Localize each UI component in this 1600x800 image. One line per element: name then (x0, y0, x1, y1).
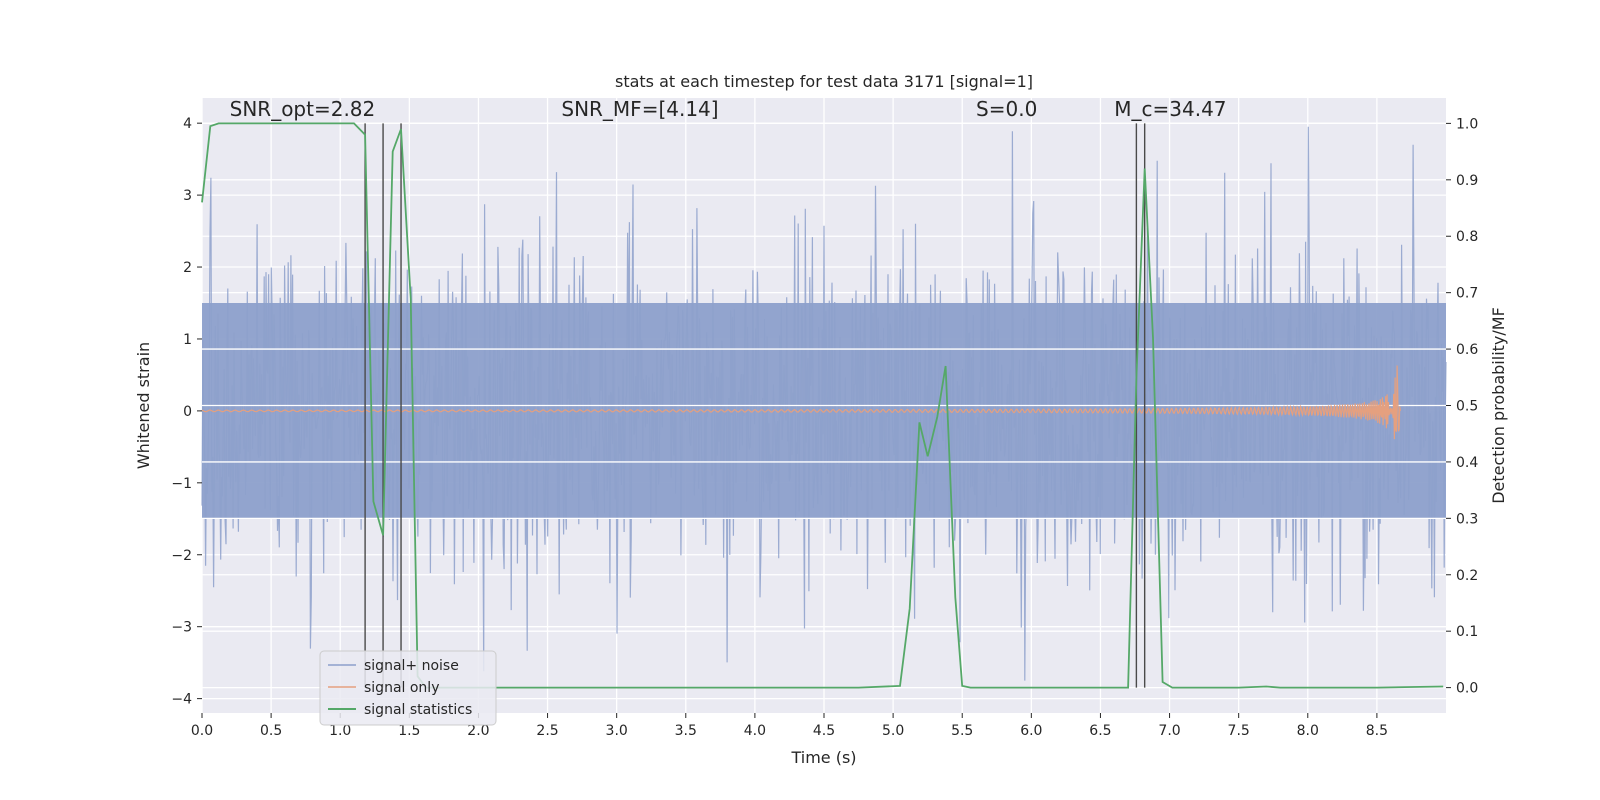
y-right-tick-label-8: 0.8 (1456, 229, 1478, 245)
x-axis-label: Time (s) (790, 748, 856, 767)
x-tick-label-3: 1.5 (398, 723, 420, 739)
x-tick-label-0: 0.0 (191, 723, 213, 739)
x-tick-label-17: 8.5 (1366, 723, 1388, 739)
x-tick-label-1: 0.5 (260, 723, 282, 739)
x-tick-label-8: 4.0 (744, 723, 766, 739)
y-left-tick-label-6: 2 (183, 260, 192, 276)
annotation-snr-opt: SNR_opt=2.82 (230, 97, 376, 121)
x-tick-label-15: 7.5 (1228, 723, 1250, 739)
y-right-tick-label-5: 0.5 (1456, 399, 1478, 415)
x-tick-label-5: 2.5 (536, 723, 558, 739)
chart-title: stats at each timestep for test data 317… (615, 72, 1033, 91)
y-right-tick-label-6: 0.6 (1456, 342, 1478, 358)
y-left-tick-label-8: 4 (183, 116, 192, 132)
y-right-tick-label-1: 0.1 (1456, 624, 1478, 640)
annotation-s-value: S=0.0 (976, 97, 1037, 121)
y-left-tick-label-4: 0 (183, 404, 192, 420)
x-tick-label-2: 1.0 (329, 723, 351, 739)
x-tick-label-7: 3.5 (675, 723, 697, 739)
x-tick-label-6: 3.0 (606, 723, 628, 739)
y-left-tick-label-5: 1 (183, 332, 192, 348)
legend-label-1: signal only (364, 680, 439, 696)
y-right-tick-label-2: 0.2 (1456, 568, 1478, 584)
series-signal-statistics (201, 122, 1444, 689)
y-axis-right-label: Detection probability/MF (1489, 307, 1508, 504)
legend-label-0: signal+ noise (364, 658, 459, 674)
y-right-tick-label-0: 0.0 (1456, 681, 1478, 697)
x-tick-label-11: 5.5 (951, 723, 973, 739)
statistics-trace (201, 122, 1444, 689)
x-tick-label-4: 2.0 (467, 723, 489, 739)
legend-box (319, 650, 497, 726)
x-tick-label-14: 7.0 (1158, 723, 1180, 739)
y-right-tick-label-4: 0.4 (1456, 455, 1478, 471)
y-left-tick-label-7: 3 (183, 188, 192, 204)
y-right-tick-label-9: 0.9 (1456, 173, 1478, 189)
legend: signal+ noise signal only signal statistic… (319, 650, 497, 726)
y-right-tick-label-3: 0.3 (1456, 511, 1478, 527)
y-left-tick-label-3: −1 (171, 476, 192, 492)
x-tick-label-9: 4.5 (813, 723, 835, 739)
axes: 0.0 0.5 1.0 1.5 2.0 2.5 3.0 3.5 4.0 4.5 5.0 5.5 6.0 6… (171, 116, 1478, 739)
annotation-snr-mf: SNR_MF=[4.14] (561, 97, 718, 121)
y-left-tick-label-2: −2 (171, 548, 192, 564)
y-axis-left-label: Whitened strain (134, 342, 153, 469)
x-tick-label-16: 8.0 (1297, 723, 1319, 739)
annotation-chirp-mass: M_c=34.47 (1114, 97, 1226, 121)
annotations: SNR_opt=2.82 SNR_MF=[4.14] S=0.0 M_c=34.47 (230, 97, 1227, 121)
x-tick-label-10: 5.0 (882, 723, 904, 739)
x-tick-label-12: 6.0 (1020, 723, 1042, 739)
x-tick-label-13: 6.5 (1089, 723, 1111, 739)
y-right-tick-label-10: 1.0 (1456, 116, 1478, 132)
legend-label-2: signal statistics (364, 702, 472, 718)
y-right-tick-label-7: 0.7 (1456, 286, 1478, 302)
y-left-tick-label-1: −3 (171, 620, 192, 636)
y-left-tick-label-0: −4 (171, 692, 192, 708)
